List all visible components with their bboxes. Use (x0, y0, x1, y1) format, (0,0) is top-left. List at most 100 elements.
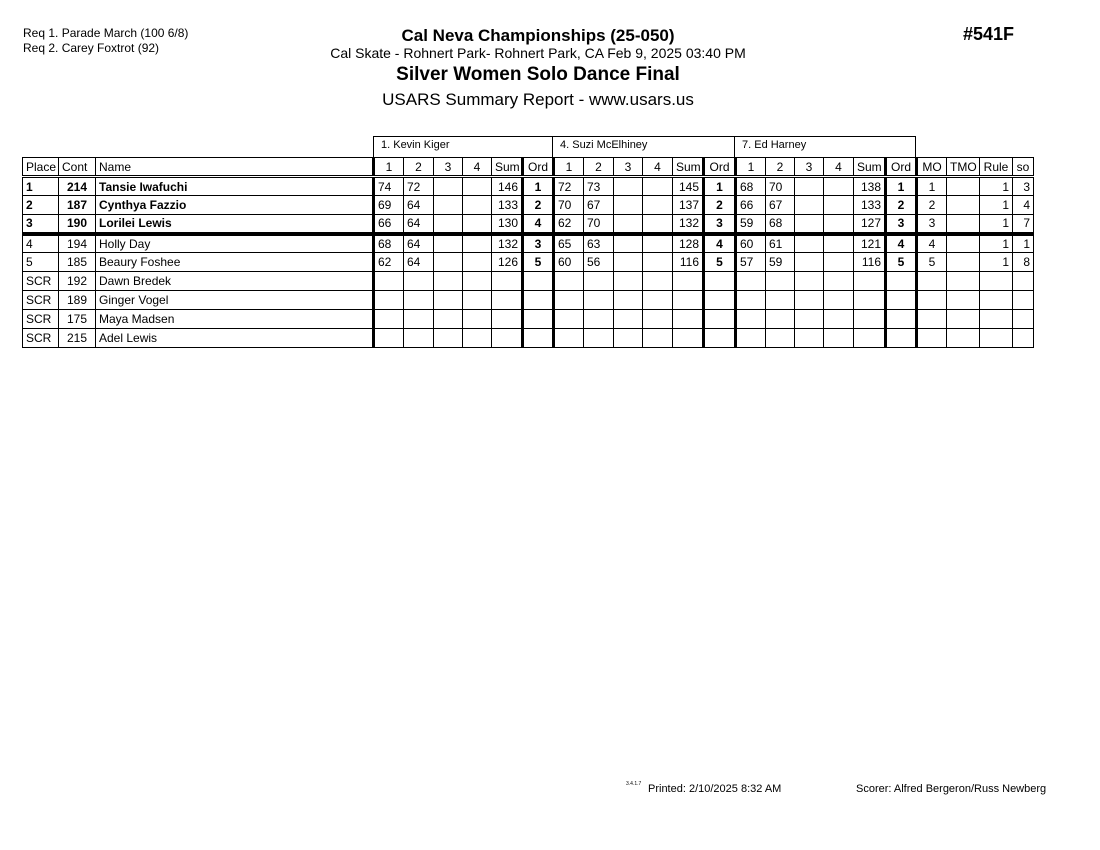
judge-2-col-1-header: 1 (552, 157, 584, 178)
judge-3-ordinal (884, 271, 917, 291)
so-cell: 4 (1012, 195, 1034, 215)
judge-1-score-2: 64 (403, 233, 434, 253)
place-cell: 5 (22, 252, 59, 272)
cont-cell: 194 (58, 233, 96, 253)
judge-2-sum: 132 (672, 214, 704, 236)
tmo-cell (946, 195, 980, 215)
judge-2-score-1 (552, 309, 584, 329)
table-row: SCR 189 Ginger Vogel (22, 290, 1034, 310)
tmo-cell (946, 309, 980, 329)
cont-cell: 189 (58, 290, 96, 310)
judge-1-ordinal: 5 (521, 252, 554, 272)
judge-1-score-3 (433, 271, 463, 291)
judge-1-ordinal (521, 290, 554, 310)
judge-3-score-2: 61 (765, 233, 795, 253)
judge-1-score-2: 64 (403, 252, 434, 272)
name-cell: Lorilei Lewis (95, 214, 374, 236)
so-cell (1012, 328, 1034, 348)
judge-1-score-2: 64 (403, 214, 434, 236)
place-cell: SCR (22, 271, 59, 291)
judge-1-sum (491, 309, 523, 329)
judge-2-ordinal: 4 (702, 233, 736, 253)
table-row: SCR 215 Adel Lewis (22, 328, 1034, 348)
event-number: #541F (963, 24, 1015, 44)
judge-3-sum (853, 328, 886, 348)
so-cell: 3 (1012, 176, 1034, 196)
judge-3-ordinal: 2 (884, 195, 917, 215)
judge-1-col-2-header: 2 (403, 157, 434, 178)
judge-3-score-4 (823, 214, 854, 236)
judge-1-score-1 (372, 271, 404, 291)
judge-3-score-3 (794, 214, 824, 236)
judge-3-ordinal: 3 (884, 214, 917, 236)
rule-cell (979, 290, 1013, 310)
place-cell: 1 (22, 176, 59, 196)
judge-2-ordinal: 3 (702, 214, 736, 236)
so-cell: 1 (1012, 233, 1034, 253)
judge-3-ordinal: 5 (884, 252, 917, 272)
cont-cell: 185 (58, 252, 96, 272)
cont-cell: 215 (58, 328, 96, 348)
name-header: Name (95, 157, 374, 178)
mo-cell: 5 (915, 252, 947, 272)
judge-3-sum: 127 (853, 214, 886, 236)
tmo-cell (946, 214, 980, 236)
judge-2-score-3 (613, 309, 643, 329)
judge-2-ordinal: 1 (702, 176, 736, 196)
table-row: 3 190 Lorilei Lewis 66 64 130 4 62 70 132 3 59 68 127… (22, 214, 1034, 236)
judge-1-score-4 (462, 195, 492, 215)
judge-3-score-4 (823, 290, 854, 310)
judge-2-score-1 (552, 328, 584, 348)
judge-2-score-2 (583, 328, 614, 348)
judge-3-score-2: 68 (765, 214, 795, 236)
judge-3-ordinal (884, 290, 917, 310)
judge-1-score-4 (462, 252, 492, 272)
judge-2-score-4 (642, 233, 673, 253)
judge-1-score-4 (462, 271, 492, 291)
rule-cell: 1 (979, 195, 1013, 215)
name-cell: Maya Madsen (95, 309, 374, 329)
judge-3-sum: 133 (853, 195, 886, 215)
tmo-cell (946, 176, 980, 196)
rule-cell: 1 (979, 233, 1013, 253)
judge-3-score-4 (823, 309, 854, 329)
judge-3-sum (853, 290, 886, 310)
judge-2-score-3 (613, 233, 643, 253)
requirement-2: Req 2. Carey Foxtrot (92) (23, 41, 160, 55)
cont-cell: 214 (58, 176, 96, 196)
place-cell: 2 (22, 195, 59, 215)
mo-cell (915, 290, 947, 310)
results-table: Place Cont Name 1 2 3 4 Sum Ord 1 2 3 4 Sum Ord 1 2 3 4 Sum… (22, 157, 1034, 348)
so-cell: 7 (1012, 214, 1034, 236)
rule-cell: 1 (979, 214, 1013, 236)
judge-2-score-2 (583, 290, 614, 310)
judge-1-sum (491, 328, 523, 348)
place-header: Place (22, 157, 59, 178)
judge-2-score-4 (642, 195, 673, 215)
judge-3-sum: 138 (853, 176, 886, 196)
judge-3-sum (853, 271, 886, 291)
cont-cell: 190 (58, 214, 96, 236)
judge-2-score-4 (642, 214, 673, 236)
judge-3-score-3 (794, 233, 824, 253)
competition-title: Cal Neva Championships (25-050) (401, 26, 675, 45)
judge-3-ordinal: 4 (884, 233, 917, 253)
cont-cell: 175 (58, 309, 96, 329)
judge-1-score-1: 68 (372, 233, 404, 253)
rule-cell (979, 328, 1013, 348)
header-row: Place Cont Name 1 2 3 4 Sum Ord 1 2 3 4 Sum Ord 1 2 3 4 Sum… (22, 157, 1034, 178)
so-cell (1012, 309, 1034, 329)
judge-2-score-2: 70 (583, 214, 614, 236)
requirement-1: Req 1. Parade March (100 6/8) (23, 26, 189, 40)
judge-3-col-2-header: 2 (765, 157, 795, 178)
judge-2-col-2-header: 2 (583, 157, 614, 178)
judge-3-score-3 (794, 328, 824, 348)
place-cell: 3 (22, 214, 59, 236)
judge-1-score-3 (433, 328, 463, 348)
judge-3-score-1 (734, 271, 766, 291)
judge-1-name: 1. Kevin Kiger (373, 136, 553, 157)
judge-2-score-4 (642, 271, 673, 291)
judge-2-score-1 (552, 290, 584, 310)
judge-3-score-2 (765, 328, 795, 348)
so-header: so (1012, 157, 1034, 178)
